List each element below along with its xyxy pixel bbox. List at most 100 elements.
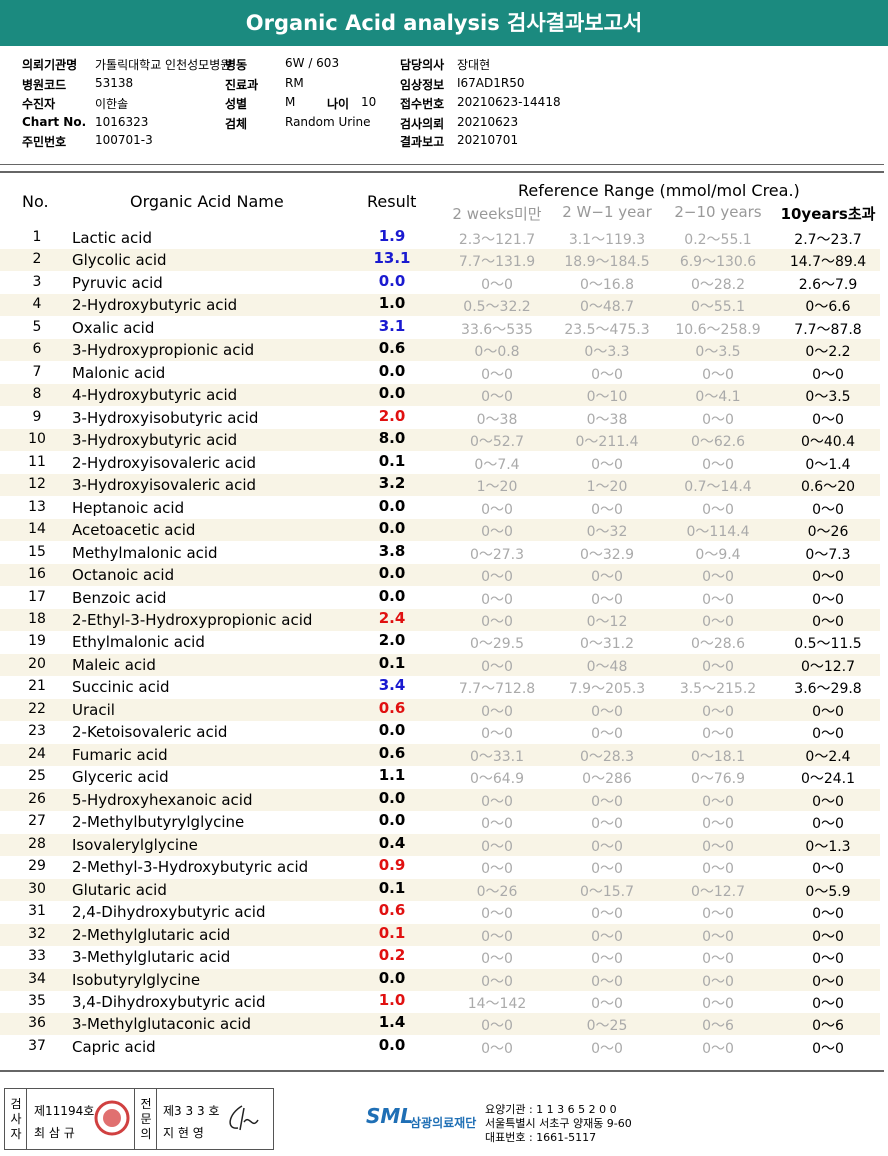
row-stripe <box>0 878 880 901</box>
reference-range: 0～25 <box>586 1018 628 1035</box>
reference-range: 0～0 <box>812 793 844 810</box>
reference-range: 0～38 <box>476 411 518 428</box>
info-value: Random Urine <box>285 115 371 129</box>
acid-name: 3-Hydroxybutyric acid <box>72 431 238 450</box>
result: 0.1 <box>378 923 406 942</box>
reference-range: 0～0 <box>481 973 513 990</box>
license-number: 제11194호 <box>34 1104 95 1118</box>
reference-range: 0～0 <box>591 726 623 743</box>
divider <box>0 1070 884 1072</box>
reference-range: 0～3.5 <box>805 389 851 406</box>
reference-range: 0～3.5 <box>695 344 741 361</box>
reference-range: 0～31.2 <box>579 636 635 653</box>
reference-range: 0～10 <box>586 389 628 406</box>
range-header: 2 weeks미만 <box>452 205 542 223</box>
row-number: 22 <box>28 700 46 717</box>
acid-name: Malonic acid <box>72 363 166 382</box>
acid-name: 2,4-Dihydroxybutyric acid <box>72 903 266 922</box>
reference-range: 0～32 <box>586 524 628 541</box>
result: 0.2 <box>378 946 406 965</box>
reference-range: 0～0 <box>481 928 513 945</box>
reference-range: 7.7～131.9 <box>458 254 536 271</box>
reference-range: 0～0 <box>481 524 513 541</box>
reference-range: 0～0 <box>591 501 623 518</box>
reference-range: 0～0 <box>702 726 734 743</box>
reference-range: 0～16.8 <box>579 276 635 293</box>
reference-range: 0～64.9 <box>469 771 525 788</box>
reference-range: 0～0 <box>591 1040 623 1057</box>
doctor-name: 지 현 영 <box>163 1126 204 1140</box>
reference-range: 0～40.4 <box>800 434 856 451</box>
result: 0.0 <box>378 384 406 403</box>
reference-range: 0～0 <box>702 906 734 923</box>
acid-name: Ethylmalonic acid <box>72 633 205 652</box>
info-label: 나이 <box>327 97 350 111</box>
reference-range: 0～12 <box>586 613 628 630</box>
row-stripe <box>0 653 880 676</box>
reference-range: 0～32.9 <box>579 546 635 563</box>
result: 0.1 <box>378 878 406 897</box>
row-stripe <box>0 249 880 272</box>
info-value: 6W / 603 <box>285 56 340 70</box>
signature <box>229 1105 259 1131</box>
result: 0.0 <box>378 496 406 515</box>
reference-range: 0～0 <box>702 703 734 720</box>
reference-range: 0～0 <box>702 411 734 428</box>
result: 0.6 <box>378 698 406 717</box>
reference-range: 0～0 <box>481 906 513 923</box>
result: 0.0 <box>378 564 406 583</box>
result: 0.0 <box>378 968 406 987</box>
reference-range: 0～0 <box>481 591 513 608</box>
reference-range: 0～0 <box>591 973 623 990</box>
info-value: RM <box>285 76 304 90</box>
result: 0.1 <box>378 653 406 672</box>
row-stripe <box>0 788 880 811</box>
row-number: 33 <box>28 948 46 965</box>
info-label: 담당의사 <box>400 58 445 72</box>
acid-name: Maleic acid <box>72 655 156 674</box>
row-number: 5 <box>32 318 42 335</box>
reference-range: 0～0 <box>702 569 734 586</box>
logo: SML <box>366 1104 414 1128</box>
reference-range: 0～0 <box>591 861 623 878</box>
row-number: 10 <box>28 431 46 448</box>
result: 3.2 <box>378 474 406 493</box>
info-label: Chart No. <box>22 115 87 129</box>
acid-name: 5-Hydroxyhexanoic acid <box>72 790 253 809</box>
info-value: 20210701 <box>457 133 519 147</box>
acid-name: 3,4-Dihydroxybutyric acid <box>72 992 266 1011</box>
result: 2.0 <box>378 406 406 425</box>
result: 0.9 <box>378 856 406 875</box>
reference-range: 0～0 <box>481 1018 513 1035</box>
reference-range: 2.7～23.7 <box>794 232 862 248</box>
reference-range: 0～62.6 <box>690 434 746 451</box>
reference-range: 2.3～121.7 <box>458 232 536 248</box>
reference-range: 0～27.3 <box>469 546 525 563</box>
result: 0.4 <box>378 833 406 852</box>
row-stripe <box>0 608 880 631</box>
reference-range: 0～211.4 <box>575 434 639 451</box>
range-header: 2 W−1 year <box>562 203 652 221</box>
reference-range: 0～0 <box>702 591 734 608</box>
reference-range: 0～38 <box>586 411 628 428</box>
row-number: 18 <box>28 610 46 627</box>
reference-range: 0～5.9 <box>805 883 851 900</box>
reference-range: 0～0 <box>591 569 623 586</box>
reference-range: 0～0 <box>702 793 734 810</box>
reference-range: 0～0 <box>702 995 734 1012</box>
column-header: Organic Acid Name <box>130 192 284 211</box>
reference-range: 0～2.4 <box>805 748 851 765</box>
reference-range: 0～28.6 <box>690 636 746 653</box>
reference-range: 0～7.4 <box>474 456 520 473</box>
reference-range: 0～0 <box>702 501 734 518</box>
reference-range: 0～0 <box>812 411 844 428</box>
row-number: 3 <box>32 273 42 290</box>
row-stripe <box>0 743 880 766</box>
result: 1.0 <box>378 990 406 1009</box>
reference-range: 0～0 <box>812 613 844 630</box>
reference-range: 23.5～475.3 <box>564 321 650 338</box>
reference-range: 0～0 <box>812 703 844 720</box>
info-label: 병원코드 <box>22 78 67 92</box>
acid-name: 3-Hydroxyisovaleric acid <box>72 476 257 495</box>
reference-range: 0～0 <box>702 456 734 473</box>
